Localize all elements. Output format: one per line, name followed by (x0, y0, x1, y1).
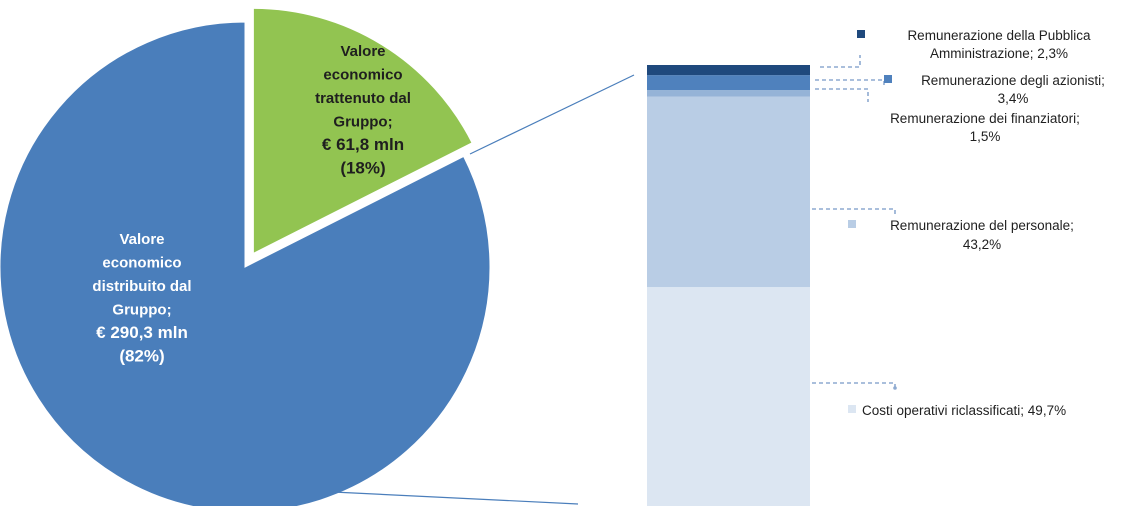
pie-slice (252, 7, 473, 255)
bar-segment (647, 75, 810, 91)
data-label-leader (820, 55, 861, 68)
pie-slice-label-distributed-line: economico (102, 255, 181, 272)
segment-data-label: Remunerazione del personale; 43,2% (890, 218, 1074, 252)
data-label-leader (815, 88, 869, 102)
leader-dot (893, 386, 897, 390)
segment-data-label-line: Remunerazione del personale; (890, 218, 1074, 233)
bar-segment (647, 90, 810, 97)
pie-slice-label-distributed-line: € 290,3 mln (96, 323, 188, 342)
pie-slice-label-retained-line: (18%) (340, 159, 385, 178)
connector-line-top (469, 74, 635, 155)
pie-slice-label-distributed-line: Gruppo; (112, 302, 171, 319)
data-label-leader (812, 382, 896, 388)
segment-data-label-line: 43,2% (963, 237, 1001, 252)
pie-slice-label-distributed-line: Valore (119, 231, 164, 248)
bar-segment (647, 287, 810, 506)
legend-swatch (848, 405, 856, 413)
segment-data-label-line: Remunerazione della Pubblica (907, 28, 1091, 43)
segment-data-label-line: Costi operativi riclassificati; 49,7% (862, 403, 1066, 418)
data-label-leader (815, 79, 885, 85)
pie-slice-label-retained: Valore economico trattenuto dal Gruppo; € 61… (315, 43, 411, 178)
segment-data-label-line: 3,4% (998, 91, 1029, 106)
pie-chart: Valore economico trattenuto dal Gruppo; € 61… (0, 7, 491, 506)
bar-segment (647, 96, 810, 288)
legend-swatch (848, 220, 856, 228)
segment-data-label: Costi operativi riclassificati; 49,7% (862, 403, 1066, 418)
segment-data-label: Remunerazione dei finanziatori; 1,5% (890, 111, 1080, 144)
segment-data-label: Remunerazione degli azionisti; 3,4% (921, 73, 1105, 106)
connector-line-bottom (332, 491, 579, 505)
pie-slice-label-retained-line: economico (323, 67, 402, 84)
segment-data-label-line: Amministrazione; 2,3% (930, 46, 1068, 61)
segment-data-label-line: 1,5% (970, 129, 1001, 144)
pie-slice-label-distributed-line: distribuito dal (92, 278, 191, 295)
segment-data-label-line: Remunerazione dei finanziatori; (890, 111, 1080, 126)
pie-slice-label-retained-line: trattenuto dal (315, 90, 411, 107)
legend-swatch (857, 30, 865, 38)
segment-data-label-line: Remunerazione degli azionisti; (921, 73, 1105, 88)
bar-legend: Costi operativi riclassificati; 49,7% Rem… (812, 28, 1105, 418)
legend-swatch (884, 75, 892, 83)
pie-slice-label-distributed: Valore economico distribuito dal Gruppo; € 2… (92, 231, 191, 366)
bar-segment (647, 65, 810, 76)
pie-slice-label-distributed-line: (82%) (119, 347, 164, 366)
pie-slice-label-retained-line: Gruppo; (333, 114, 392, 131)
stacked-bar-chart (647, 65, 810, 506)
segment-data-label: Remunerazione della Pubblica Amministrazi… (907, 28, 1091, 61)
data-label-leader (812, 208, 896, 214)
pie-slice (0, 21, 491, 506)
pie-to-bar-connectors (332, 74, 635, 505)
pie-slice-label-retained-line: Valore (340, 43, 385, 60)
pie-slice-label-retained-line: € 61,8 mln (322, 135, 404, 154)
